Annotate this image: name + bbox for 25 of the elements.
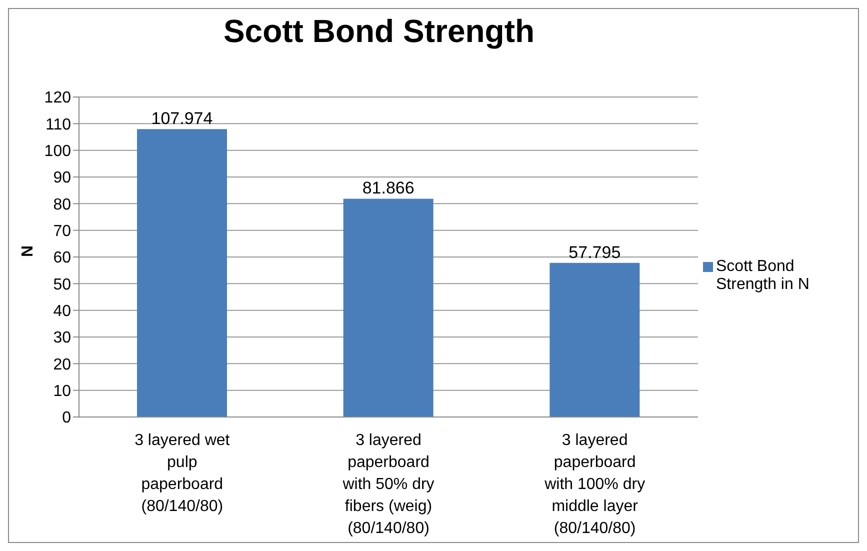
y-tick-label: 100 <box>44 143 72 160</box>
data-label: 81.866 <box>362 178 414 198</box>
y-tick-label: 0 <box>62 410 72 427</box>
y-tick-label: 80 <box>53 196 72 214</box>
y-tick-label: 120 <box>44 90 72 107</box>
y-axis-title: N <box>20 245 37 257</box>
y-tick-label: 20 <box>53 356 72 374</box>
y-tick-label: 110 <box>45 116 72 134</box>
bar <box>550 262 640 417</box>
y-tick-label: 90 <box>53 170 72 187</box>
legend-label: Scott Bond Strength in N <box>716 258 810 294</box>
data-label: 57.795 <box>568 242 621 262</box>
data-label: 107.974 <box>151 109 213 128</box>
y-tick-label: 40 <box>53 303 72 320</box>
y-tick-label: 50 <box>53 276 72 294</box>
bar <box>137 129 227 417</box>
y-tick-label: 30 <box>53 330 72 347</box>
x-tick-label: 3 layered wet pulp paperboard (80/140/80) <box>134 432 230 515</box>
x-tick-label: 3 layered paperboard with 100% dry middle layer (80/140/80) <box>544 432 646 537</box>
chart-title: Scott Bond Strength <box>222 13 536 50</box>
bar <box>343 198 434 417</box>
y-tick-label: 70 <box>53 223 72 240</box>
y-tick-label: 60 <box>53 250 72 267</box>
x-tick-label: 3 layered paperboard with 50% dry fibers (weig) (80/140/80) <box>342 432 434 537</box>
y-tick-label: 10 <box>53 383 72 400</box>
